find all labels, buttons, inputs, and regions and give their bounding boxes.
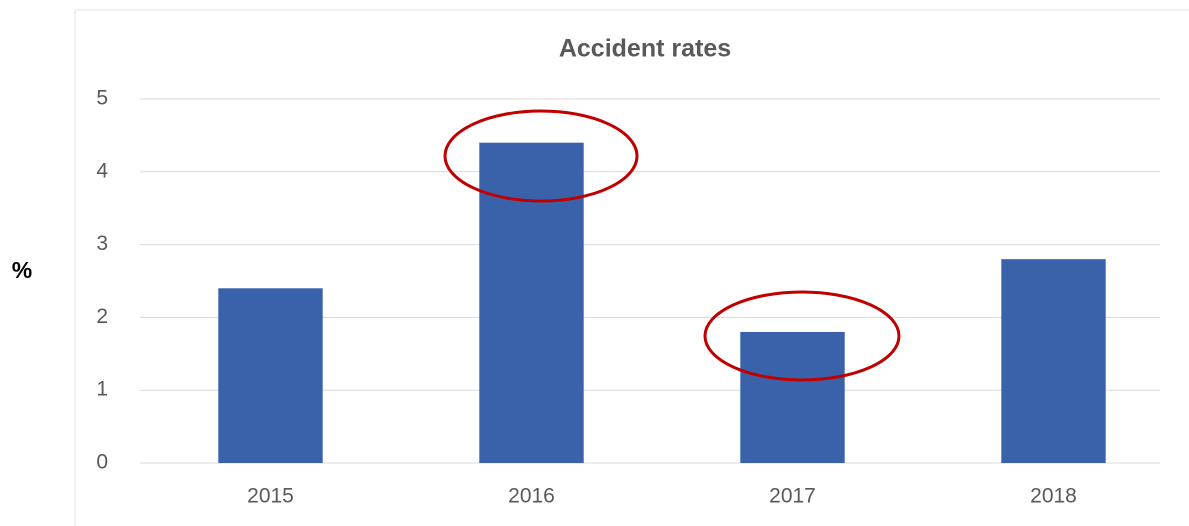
y-tick-label: 0 (96, 451, 108, 474)
bar (740, 331, 845, 463)
x-tick-label: 2015 (247, 485, 294, 508)
x-tick-label: 2017 (769, 485, 816, 508)
y-tick-label: 5 (96, 87, 108, 110)
y-tick-label: 1 (96, 378, 108, 401)
plot: 0 1 2 3 4 5 2015 2016 2017 2018 (96, 87, 1160, 508)
x-tick-label: 2018 (1030, 485, 1077, 508)
bar (1001, 259, 1106, 463)
bar (479, 142, 584, 463)
y-tick-label: 4 (96, 159, 108, 182)
highlight-ellipse (703, 290, 901, 382)
chart-title: Accident rates (559, 35, 731, 63)
bar (218, 288, 323, 463)
x-tick-label: 2016 (508, 485, 555, 508)
y-tick-label: 3 (96, 232, 108, 255)
y-axis-label: % (12, 257, 32, 283)
y-tick-label: 2 (96, 305, 108, 328)
highlight-ellipse (443, 109, 639, 203)
